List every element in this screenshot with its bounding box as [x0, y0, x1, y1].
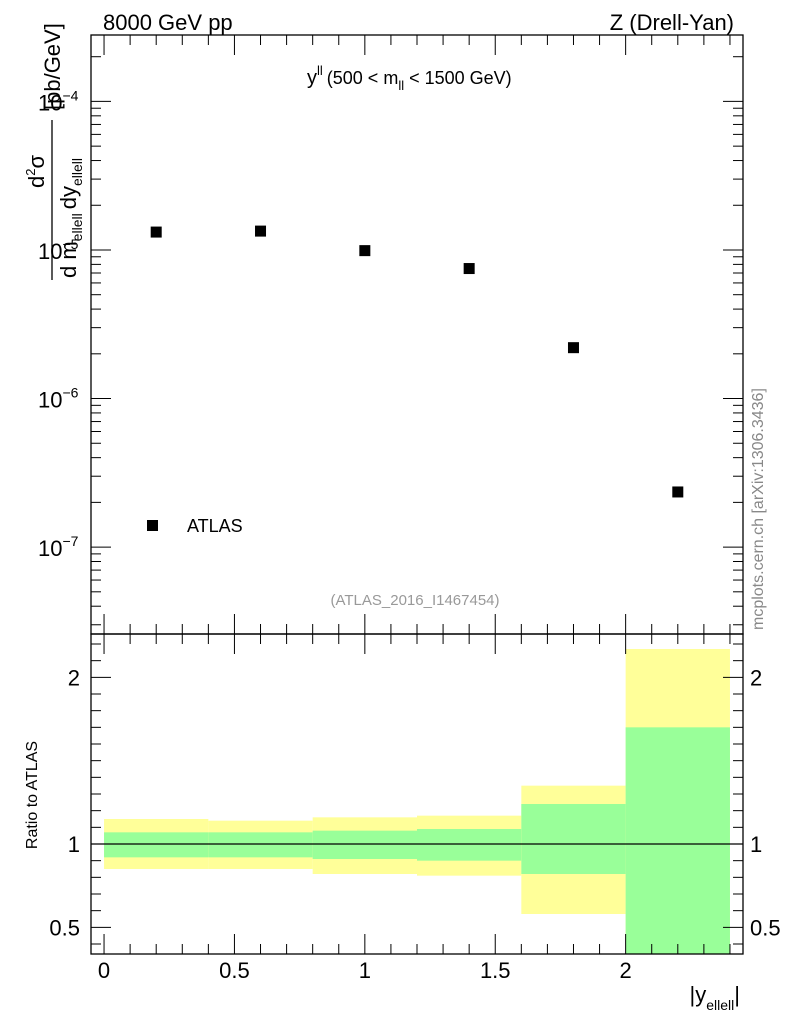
x-axis-label: |yellell| [690, 982, 740, 1013]
upper-frame [90, 34, 744, 635]
title-sup: ll [317, 63, 323, 78]
ratio-tick-label-left: 2 [68, 665, 80, 690]
data-point [567, 342, 579, 354]
ratio-tick-label-left: 1 [68, 832, 80, 857]
ylabel-unit: [pb/GeV] [40, 23, 65, 110]
header-right: Z (Drell-Yan) [610, 10, 734, 35]
ratio-band-green [625, 727, 730, 954]
y-tick-label: 10−4 [38, 87, 79, 115]
ylabel-num-sup: 2 [23, 169, 38, 176]
xlabel-end: | [734, 982, 740, 1007]
title-sub: ll [398, 78, 404, 93]
ratio-band-green [104, 832, 209, 858]
xlabel-sub: ellell [706, 997, 734, 1013]
upper-panel: 10−710−610−510−4 yll (500 < mll < 1500 Ge… [23, 23, 744, 635]
upper-minor-ticks [91, 56, 743, 626]
lower-frame [90, 633, 744, 955]
ylabel-den-d2: dy [56, 186, 81, 209]
data-point [359, 245, 371, 257]
title-main: y [307, 67, 317, 89]
y-tick-label: 10−6 [38, 385, 79, 413]
data-points [150, 225, 684, 498]
title-rest-b: < 1500 GeV) [404, 68, 512, 88]
lower-y-axis-label: Ratio to ATLAS [24, 741, 41, 849]
ratio-tick-label-left: 0.5 [49, 915, 80, 940]
x-tick-label: 2 [620, 958, 632, 983]
ylabel-numerator: d2σ [23, 155, 49, 188]
lower-y-ticks: 0.5 0.5 1 1 2 2 [49, 643, 781, 945]
legend: ATLAS [147, 516, 243, 536]
upper-major-ticks [91, 100, 743, 548]
data-point [463, 263, 475, 275]
lower-x-ticks: 0 0.5 1 1.5 2 [98, 634, 731, 983]
side-source-label: mcplots.cern.ch [arXiv:1306.3436] [750, 388, 767, 630]
ratio-band-green [208, 832, 313, 858]
ratio-band-green [521, 804, 626, 874]
lower-panel: 0.5 0.5 1 1 2 2 0 0.5 1 1.5 2 Ratio to ATLAS |yel… [24, 633, 781, 1013]
upper-title: yll (500 < mll < 1500 GeV) [307, 63, 512, 93]
ylabel-num-d: d [24, 176, 49, 188]
x-tick-label: 0 [98, 958, 110, 983]
x-tick-label: 1 [359, 958, 371, 983]
x-tick-label: 1.5 [480, 958, 511, 983]
data-point [672, 486, 684, 498]
legend-label: ATLAS [187, 516, 243, 536]
ratio-band-green [417, 829, 522, 861]
ratio-tick-label-right: 2 [750, 665, 762, 690]
header-left: 8000 GeV pp [103, 10, 233, 35]
ratio-band-green [312, 830, 417, 859]
data-point [255, 225, 267, 237]
upper-x-ticks [103, 35, 731, 634]
upper-y-tick-labels: 10−7 10−6 10−5 10−4 [38, 87, 79, 561]
ratio-tick-label-right: 1 [750, 832, 762, 857]
ylabel-den-sub2: ellell [69, 158, 85, 186]
ratio-tick-label-right: 0.5 [750, 915, 781, 940]
title-rest-a: (500 < m [327, 68, 399, 88]
y-tick-label: 10−7 [38, 533, 79, 561]
ylabel-den-d1: d m [56, 241, 81, 278]
upper-y-axis-label: d2σ d mellelldyellell [pb/GeV] [23, 23, 85, 280]
y-tick-label: 10−5 [38, 236, 79, 264]
data-point [150, 226, 162, 238]
x-tick-label: 0.5 [219, 958, 250, 983]
ylabel-denominator: d mellelldyellell [56, 158, 85, 278]
ratio-bands [104, 649, 730, 954]
ylabel-num-sigma: σ [24, 155, 49, 169]
analysis-watermark: (ATLAS_2016_I1467454) [330, 592, 499, 609]
ylabel-den-sub1: ellell [69, 213, 85, 241]
legend-marker [147, 520, 158, 531]
xlabel-main: |y [690, 982, 707, 1007]
